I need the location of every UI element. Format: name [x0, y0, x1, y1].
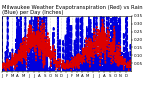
- Text: Milwaukee Weather Evapotranspiration (Red) vs Rain (Blue) per Day (Inches): Milwaukee Weather Evapotranspiration (Re…: [2, 5, 142, 15]
